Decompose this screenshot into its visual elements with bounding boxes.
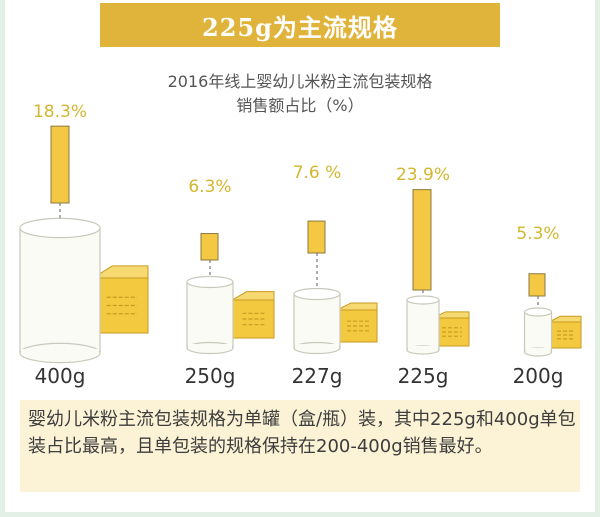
product-box-top [230,291,275,301]
summary-note-text: 婴幼儿米粉主流包装规格为单罐（盒/瓶）装，其中225g和400g单包装占比最高，… [28,409,576,457]
data-label-400g: 18.3% [33,102,87,122]
product-can [406,299,440,351]
data-label-225g: 23.9% [396,165,450,185]
product-can-lid [406,295,440,305]
bar-227g [307,220,326,254]
product-can-fill [408,346,438,350]
product-can [186,281,234,349]
category-label-250g: 250g [185,364,236,388]
summary-note: 婴幼儿米粉主流包装规格为单罐（盒/瓶）装，其中225g和400g单包装占比最高，… [20,400,580,492]
page-title: 225g为主流规格 [100,3,500,47]
product-can-fill [295,344,339,348]
data-label-250g: 6.3% [188,177,231,197]
product-box-top [336,302,378,311]
product-can-lid [19,217,101,239]
product-can-fill [21,349,99,353]
product-can-fill [525,348,551,352]
product-can [293,293,341,349]
category-label-400g: 400g [35,364,86,388]
chart-area: 18.3% 400g 6.3% 250g 7.6 % 227g 23.9% 225g 5.3% 2… [19,102,582,388]
bar-250g [200,233,219,261]
product-box [231,299,275,339]
product-can-lid [523,307,553,317]
product-box-top [91,265,149,279]
product-can-lid [293,287,341,301]
bar-225g [412,189,432,291]
data-label-200g: 5.3% [516,224,559,244]
category-label-227g: 227g [292,364,343,388]
product-box-top [432,311,470,319]
bar-400g [50,125,70,204]
chart-subtitle: 销售额占比（%） [236,96,364,115]
chart-title: 2016年线上婴幼儿米粉主流包装规格 [167,72,433,91]
product-box-top [548,315,582,323]
product-can-fill [188,344,232,348]
category-label-225g: 225g [398,364,449,388]
bar-200g [528,273,546,297]
category-label-200g: 200g [513,364,564,388]
product-can [19,227,101,354]
product-can [523,311,553,353]
data-label-227g: 7.6 % [293,163,342,183]
product-can-lid [186,275,234,289]
